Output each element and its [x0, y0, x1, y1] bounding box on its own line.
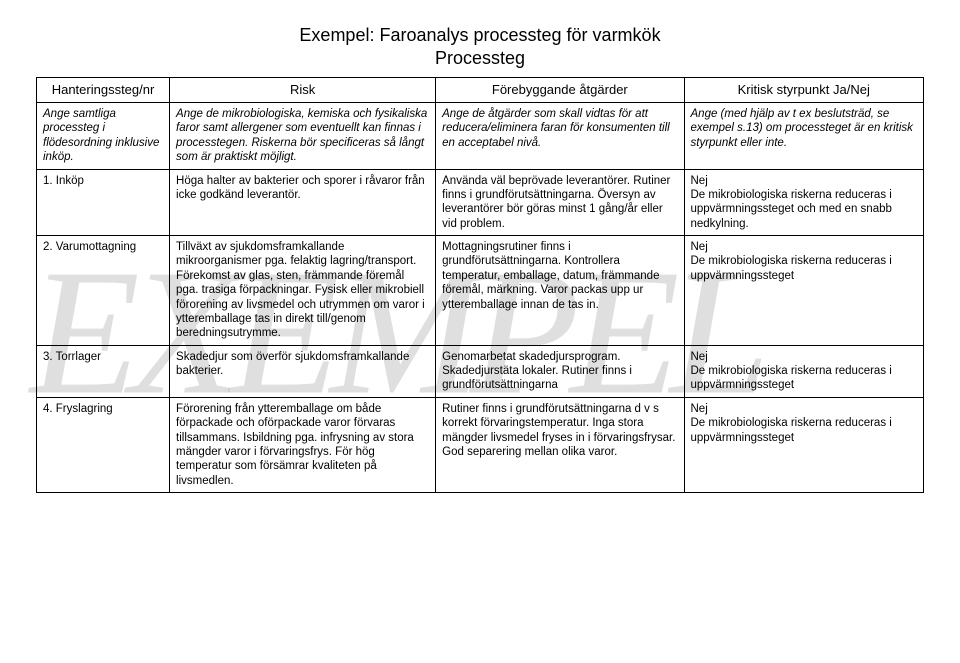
table-row: 2. Varumottagning Tillväxt av sjukdomsfr… — [37, 236, 924, 346]
desc-measures: Ange de åtgärder som skall vidtas för at… — [436, 103, 684, 170]
desc-risk: Ange de mikrobiologiska, kemiska och fys… — [170, 103, 436, 170]
title-line-2: Processteg — [36, 47, 924, 70]
cell-risk: Tillväxt av sjukdomsframkallande mikroor… — [170, 236, 436, 346]
cell-risk: Skadedjur som överför sjukdomsframkallan… — [170, 345, 436, 397]
table-header-row: Hanteringssteg/nr Risk Förebyggande åtgä… — [37, 77, 924, 102]
table-row: 3. Torrlager Skadedjur som överför sjukd… — [37, 345, 924, 397]
hazard-analysis-table: Hanteringssteg/nr Risk Förebyggande åtgä… — [36, 77, 924, 493]
cell-step: 3. Torrlager — [37, 345, 170, 397]
cell-critical: NejDe mikrobiologiska riskerna reduceras… — [684, 397, 924, 492]
description-row: Ange samtliga processteg i flödesordning… — [37, 103, 924, 170]
cell-critical: NejDe mikrobiologiska riskerna reduceras… — [684, 345, 924, 397]
title-block: Exempel: Faroanalys processteg för varmk… — [36, 24, 924, 71]
cell-step: 4. Fryslagring — [37, 397, 170, 492]
header-risk: Risk — [170, 77, 436, 102]
cell-measures: Rutiner finns i grundförutsättningarna d… — [436, 397, 684, 492]
cell-measures: Använda väl beprövade leverantörer. Ruti… — [436, 169, 684, 236]
cell-risk: Förorening från ytteremballage om både f… — [170, 397, 436, 492]
cell-risk: Höga halter av bakterier och sporer i rå… — [170, 169, 436, 236]
table-row: 4. Fryslagring Förorening från ytteremba… — [37, 397, 924, 492]
cell-measures: Genomarbetat skadedjursprogram. Skadedju… — [436, 345, 684, 397]
header-measures: Förebyggande åtgärder — [436, 77, 684, 102]
cell-measures: Mottagningsrutiner finns i grundförutsät… — [436, 236, 684, 346]
title-line-1: Exempel: Faroanalys processteg för varmk… — [36, 24, 924, 47]
desc-critical: Ange (med hjälp av t ex beslutsträd, se … — [684, 103, 924, 170]
desc-step: Ange samtliga processteg i flödesordning… — [37, 103, 170, 170]
content-area: Exempel: Faroanalys processteg för varmk… — [36, 24, 924, 493]
cell-critical: NejDe mikrobiologiska riskerna reduceras… — [684, 169, 924, 236]
cell-step: 1. Inköp — [37, 169, 170, 236]
document-page: EXEMPEL Exempel: Faroanalys processteg f… — [0, 0, 960, 663]
cell-critical: NejDe mikrobiologiska riskerna reduceras… — [684, 236, 924, 346]
header-critical: Kritisk styrpunkt Ja/Nej — [684, 77, 924, 102]
table-row: 1. Inköp Höga halter av bakterier och sp… — [37, 169, 924, 236]
header-step: Hanteringssteg/nr — [37, 77, 170, 102]
cell-step: 2. Varumottagning — [37, 236, 170, 346]
